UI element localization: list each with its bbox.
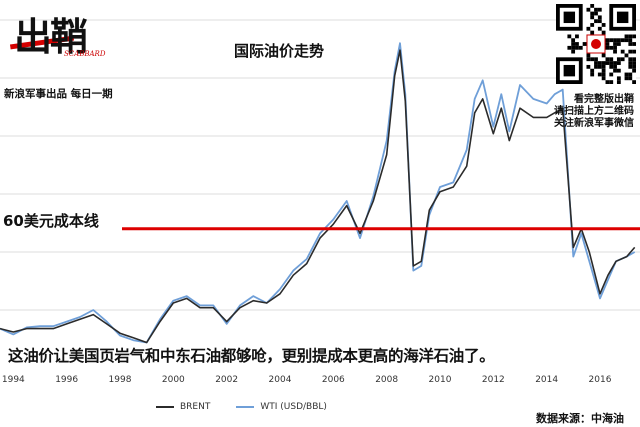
series-line-brent <box>0 49 636 344</box>
publisher-text: 新浪军事出品 每日一期 <box>4 88 113 100</box>
qr-caption-line: 看完整版出鞘 <box>574 94 634 105</box>
caption-text: 这油价让美国页岩气和中东石油都够呛，更别提成本更高的海洋石油了。 <box>8 347 495 365</box>
x-tick-label: 2008 <box>375 375 398 385</box>
chart-title: 国际油价走势 <box>234 42 325 60</box>
x-tick-label: 1994 <box>2 375 25 385</box>
legend-label: WTI (USD/BBL) <box>260 402 327 412</box>
x-tick-label: 2012 <box>482 375 505 385</box>
x-axis-ticks: 1994 1996 1998 2000 2002 2004 2006 2008 2010 2012… <box>2 375 612 385</box>
x-tick-label: 2000 <box>162 375 185 385</box>
data-source: 数据来源：中海油 <box>536 412 624 425</box>
series-line-wti <box>0 42 636 344</box>
legend-label: BRENT <box>180 402 211 412</box>
logo-subtitle: SCABBARD <box>64 50 106 58</box>
legend-swatch <box>156 406 174 408</box>
x-tick-label: 2014 <box>535 375 558 385</box>
gridlines <box>0 19 640 311</box>
x-tick-label: 1996 <box>55 375 78 385</box>
legend-swatch <box>236 406 255 408</box>
qr-caption-line: 关注新浪军事微信 <box>554 118 634 129</box>
series-lines <box>0 42 636 344</box>
x-tick-label: 2010 <box>429 375 452 385</box>
logo: 出鞘 SCABBARD <box>6 6 126 84</box>
legend: BRENT WTI (USD/BBL) <box>156 402 353 412</box>
x-tick-label: 1998 <box>109 375 132 385</box>
reference-line-label: 60美元成本线 <box>3 212 99 230</box>
x-tick-label: 2004 <box>269 375 292 385</box>
logo-text: 出鞘 <box>14 15 88 59</box>
qr-caption: 看完整版出鞘 请扫描上方二维码 关注新浪军事微信 <box>554 94 634 130</box>
legend-item-wti: WTI (USD/BBL) <box>236 402 327 412</box>
x-tick-label: 2006 <box>322 375 345 385</box>
qr-code-icon <box>556 4 636 84</box>
legend-item-brent: BRENT <box>156 402 210 412</box>
x-tick-label: 2002 <box>215 375 238 385</box>
x-tick-label: 2016 <box>589 375 612 385</box>
qr-caption-line: 请扫描上方二维码 <box>554 106 634 117</box>
